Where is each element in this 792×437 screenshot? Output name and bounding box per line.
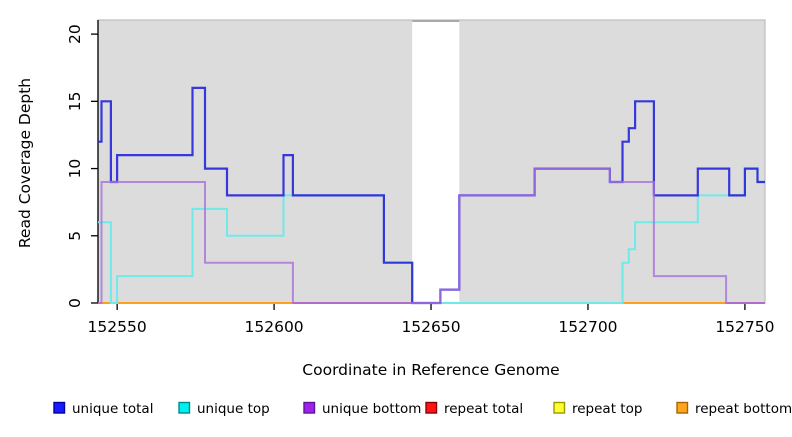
x-axis-label: Coordinate in Reference Genome — [302, 361, 559, 379]
legend-item: unique bottom — [303, 401, 421, 417]
legend-label: repeat total — [444, 401, 523, 417]
legend-label: repeat bottom — [695, 401, 792, 417]
unique-bottom-line — [98, 167, 765, 304]
unique-total-swatch-icon — [53, 401, 66, 414]
coverage-gap-band — [412, 20, 460, 303]
legend-label: unique top — [197, 401, 270, 417]
y-tick-label: 15 — [66, 91, 84, 111]
legend-item: repeat bottom — [676, 401, 792, 417]
x-tick-label: 152700 — [558, 318, 617, 336]
repeat-total-swatch-icon — [425, 401, 438, 414]
legend-label: unique total — [72, 401, 153, 417]
legend-item: unique top — [178, 401, 270, 417]
legend-item: unique total — [53, 401, 153, 417]
repeat-bottom-swatch-icon — [676, 401, 689, 414]
x-tick-label: 152650 — [401, 318, 460, 336]
y-tick-label: 5 — [66, 231, 84, 241]
legend-item: repeat top — [553, 401, 642, 417]
x-tick-label: 152600 — [245, 318, 304, 336]
y-axis-label: Read Coverage Depth — [16, 78, 34, 248]
legend-label: repeat top — [572, 401, 642, 417]
legend-item: repeat total — [425, 401, 523, 417]
plot-area: 0 5 10 15 20 152550 152600 152650 152700 152750 — [66, 19, 774, 336]
x-tick-label: 152550 — [88, 318, 147, 336]
y-tick-label: 20 — [66, 24, 84, 44]
y-tick-label: 0 — [66, 298, 84, 308]
legend-label: unique bottom — [322, 401, 421, 417]
y-tick-label: 10 — [66, 159, 84, 179]
unique-bottom-swatch-icon — [303, 401, 316, 414]
x-tick-label: 152750 — [715, 318, 774, 336]
repeat-top-swatch-icon — [553, 401, 566, 414]
legend: unique total unique top unique bottom repea… — [53, 401, 792, 417]
unique-top-swatch-icon — [178, 401, 191, 414]
